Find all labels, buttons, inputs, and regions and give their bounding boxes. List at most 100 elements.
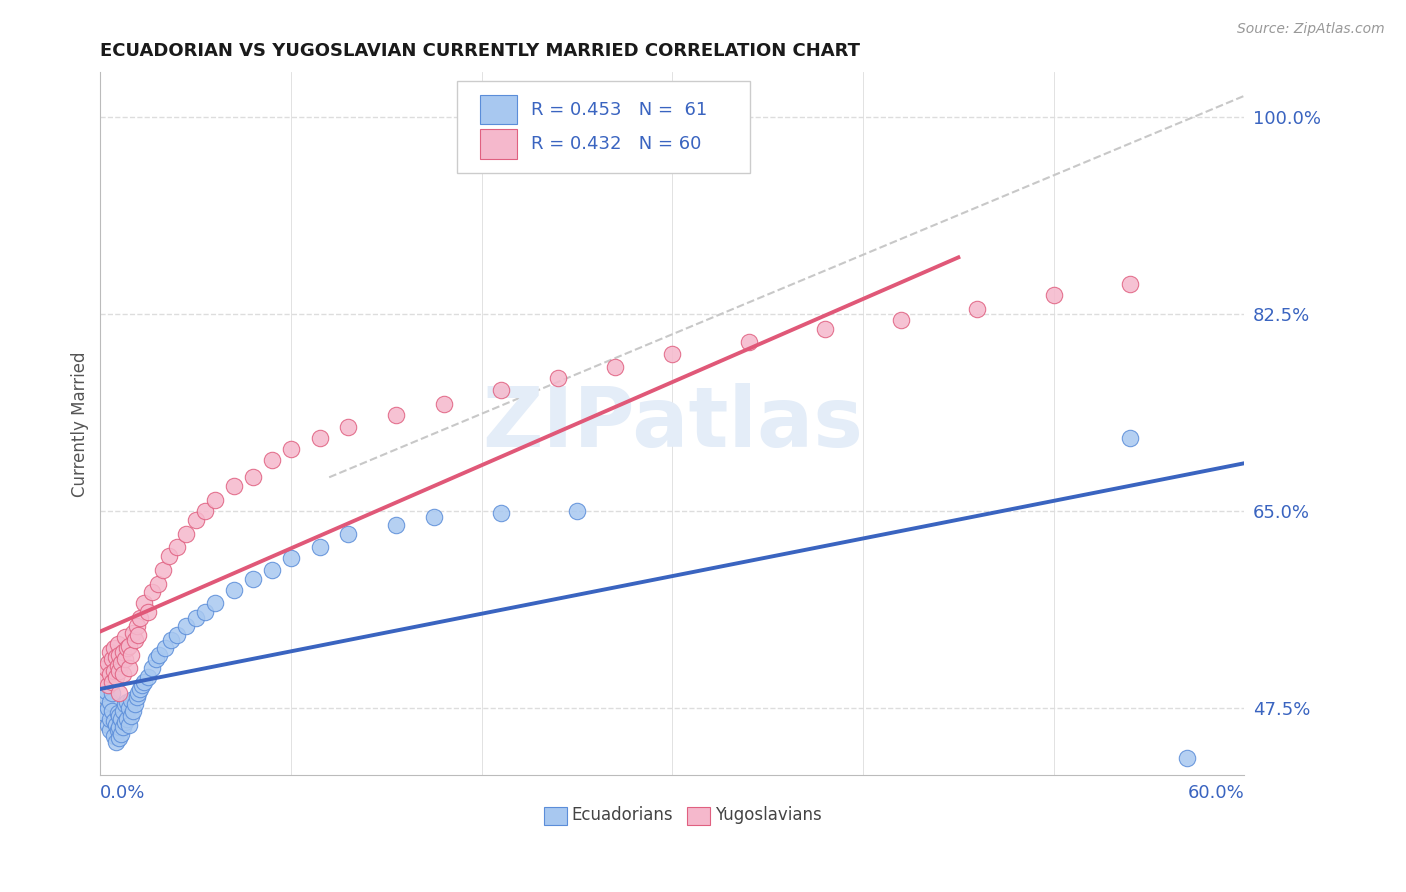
Point [1119,277,1142,291]
Point [104,734,127,748]
Point [112,720,135,734]
Point [98,723,121,738]
Point [308,431,330,445]
Point [432,397,454,411]
Text: ECUADORIAN VS YUGOSLAVIAN CURRENTLY MARRIED CORRELATION CHART: ECUADORIAN VS YUGOSLAVIAN CURRENTLY MARR… [100,42,860,60]
Point [280,442,302,457]
Point [125,619,148,633]
Point [108,720,131,734]
Text: R = 0.432   N = 60: R = 0.432 N = 60 [530,135,700,153]
Point [94,684,117,698]
Point [107,723,129,738]
Point [103,714,125,729]
Point [120,648,142,662]
Point [124,633,146,648]
FancyBboxPatch shape [457,81,751,173]
Point [131,678,153,692]
Point [114,698,136,712]
Point [101,652,124,666]
Point [565,504,588,518]
Point [98,667,121,681]
Point [110,656,132,670]
Point [222,479,245,493]
Point [141,661,163,675]
Point [260,453,283,467]
Y-axis label: Currently Married: Currently Married [72,351,89,497]
Point [112,667,135,681]
Point [110,727,132,741]
Point [547,371,569,385]
Point [107,659,129,673]
Point [120,708,142,723]
Point [194,504,217,518]
Point [174,526,197,541]
Point [166,628,188,642]
Text: R = 0.453   N =  61: R = 0.453 N = 61 [530,101,707,119]
Point [112,704,135,718]
Point [118,639,141,653]
Point [814,322,837,336]
Point [118,717,141,731]
Point [103,641,125,656]
Point [125,690,148,704]
Point [134,596,156,610]
Text: 60.0%: 60.0% [1188,784,1244,802]
Point [94,661,117,675]
Point [127,686,149,700]
Point [101,686,124,700]
Text: 0.0%: 0.0% [100,784,146,802]
Point [134,675,156,690]
Point [157,549,180,563]
Point [129,681,152,696]
Point [104,671,127,685]
Point [129,611,152,625]
Point [120,693,142,707]
Point [308,540,330,554]
Point [97,656,120,670]
Point [118,701,141,715]
Text: Ecuadorians: Ecuadorians [572,806,673,824]
Point [108,731,131,746]
Point [103,664,125,678]
Point [890,313,912,327]
Point [242,470,264,484]
Point [489,506,512,520]
Point [1042,288,1064,302]
Point [260,562,283,576]
Point [222,582,245,597]
FancyBboxPatch shape [688,807,710,824]
Point [104,717,127,731]
Point [661,346,683,360]
Point [166,540,188,554]
Text: ZIPatlas: ZIPatlas [482,384,863,465]
Point [152,562,174,576]
Point [104,650,127,665]
Point [97,678,120,692]
Point [385,409,408,423]
Point [108,686,131,700]
Point [108,664,131,678]
Point [737,335,759,350]
Point [184,513,207,527]
Point [98,645,121,659]
Point [121,625,143,640]
Point [489,383,512,397]
Point [242,572,264,586]
Point [204,596,226,610]
Point [145,652,167,666]
Point [141,585,163,599]
Point [110,712,132,726]
Point [136,671,159,685]
Point [160,633,183,648]
Point [112,645,135,659]
Point [115,712,138,726]
Point [966,301,988,316]
Point [605,360,627,375]
Point [1175,751,1198,765]
Point [93,706,115,721]
Point [194,605,217,619]
Point [136,605,159,619]
Point [184,611,207,625]
Point [121,704,143,718]
Point [337,526,360,541]
